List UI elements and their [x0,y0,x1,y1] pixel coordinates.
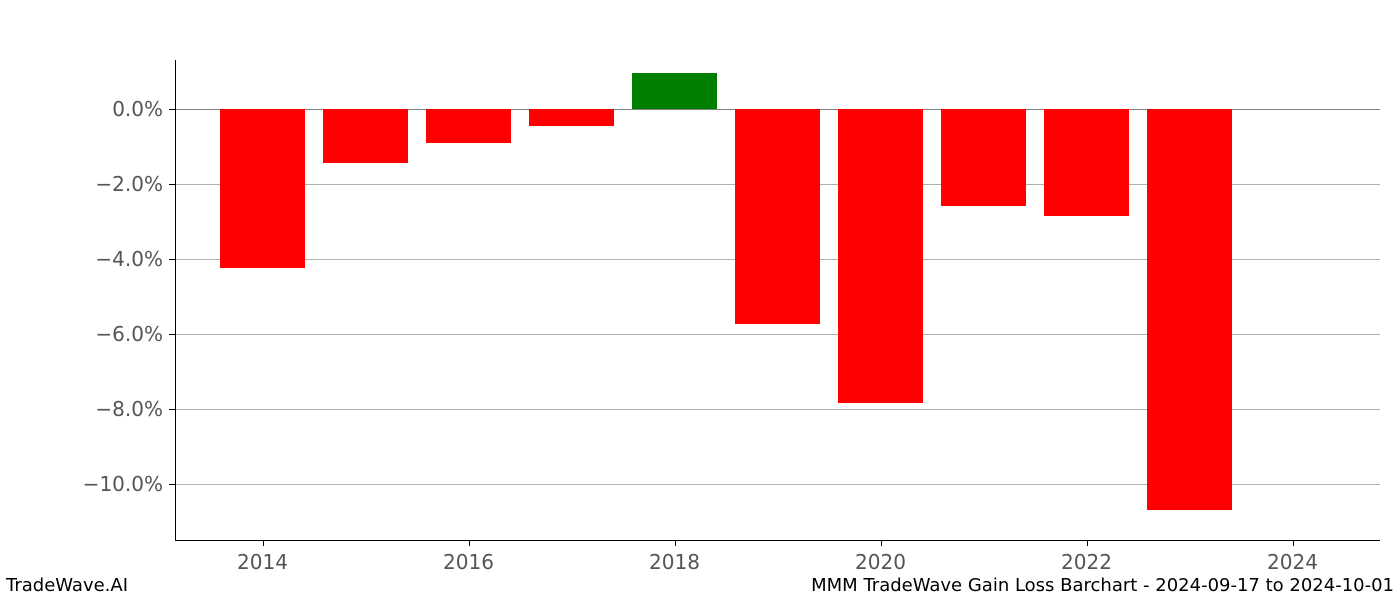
plot-area [175,60,1380,540]
y-tick-label: 0.0% [43,97,163,121]
bar [735,109,819,325]
bar [1147,109,1231,510]
footer-right-text: MMM TradeWave Gain Loss Barchart - 2024-… [811,575,1394,596]
y-axis-spine [175,60,176,540]
figure: TradeWave.AI MMM TradeWave Gain Loss Bar… [0,0,1400,600]
y-tick-label: −4.0% [43,247,163,271]
bar [941,109,1025,207]
y-tick-label: −2.0% [43,172,163,196]
bar [529,109,613,126]
x-tick-label: 2024 [1253,550,1333,574]
x-tick-label: 2014 [223,550,303,574]
footer-left-text: TradeWave.AI [6,575,128,596]
y-tick-label: −6.0% [43,322,163,346]
y-tick-label: −10.0% [43,472,163,496]
bar [220,109,304,268]
bar [323,109,407,163]
x-axis-spine [175,540,1380,541]
x-tick-label: 2022 [1047,550,1127,574]
y-tick-label: −8.0% [43,397,163,421]
x-tick-label: 2016 [429,550,509,574]
bar [426,109,510,143]
x-tick-label: 2020 [841,550,921,574]
bar [632,73,716,109]
x-tick-label: 2018 [635,550,715,574]
bar [1044,109,1128,216]
bar [838,109,922,403]
